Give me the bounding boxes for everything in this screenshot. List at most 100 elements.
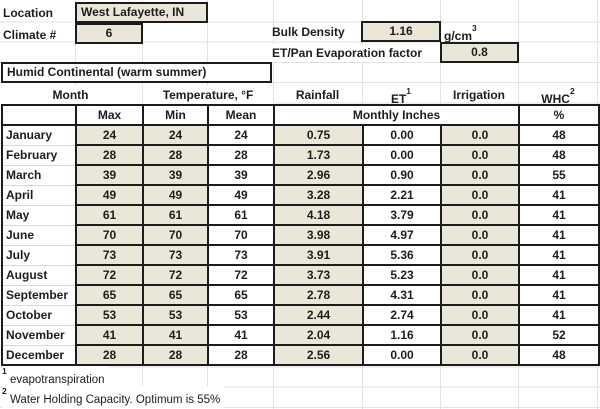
mean-cell[interactable]: 70 bbox=[207, 224, 275, 246]
max-cell[interactable]: 28 bbox=[75, 344, 144, 366]
rainfall-cell[interactable]: 2.96 bbox=[273, 164, 364, 186]
et-cell[interactable]: 0.00 bbox=[362, 344, 442, 366]
max-cell[interactable]: 61 bbox=[75, 204, 144, 226]
min-cell[interactable]: 70 bbox=[142, 224, 209, 246]
irrigation-cell[interactable]: 0.0 bbox=[440, 324, 520, 346]
rainfall-cell[interactable]: 3.73 bbox=[273, 264, 364, 286]
irrigation-cell[interactable]: 0.0 bbox=[440, 304, 520, 326]
min-cell[interactable]: 73 bbox=[142, 244, 209, 266]
whc-cell[interactable]: 41 bbox=[518, 284, 600, 306]
bulk-density-input[interactable]: 1.16 bbox=[361, 21, 441, 42]
min-cell[interactable]: 39 bbox=[142, 164, 209, 186]
max-cell[interactable]: 65 bbox=[75, 284, 144, 306]
whc-cell[interactable]: 41 bbox=[518, 184, 600, 206]
rainfall-cell[interactable]: 2.78 bbox=[273, 284, 364, 306]
mean-cell[interactable]: 65 bbox=[207, 284, 275, 306]
mean-cell[interactable]: 49 bbox=[207, 184, 275, 206]
et-cell[interactable]: 0.00 bbox=[362, 124, 442, 146]
mean-cell[interactable]: 28 bbox=[207, 344, 275, 366]
max-cell[interactable]: 73 bbox=[75, 244, 144, 266]
min-cell[interactable]: 65 bbox=[142, 284, 209, 306]
whc-cell[interactable]: 41 bbox=[518, 264, 600, 286]
et-cell[interactable]: 1.16 bbox=[362, 324, 442, 346]
et-cell[interactable]: 4.31 bbox=[362, 284, 442, 306]
table-row: December 28 28 28 2.56 0.00 0.0 48 bbox=[2, 344, 600, 366]
mean-cell[interactable]: 72 bbox=[207, 264, 275, 286]
mean-cell[interactable]: 28 bbox=[207, 144, 275, 166]
rainfall-cell[interactable]: 1.73 bbox=[273, 144, 364, 166]
rainfall-cell[interactable]: 2.44 bbox=[273, 304, 364, 326]
mean-cell[interactable]: 61 bbox=[207, 204, 275, 226]
et-cell[interactable]: 3.79 bbox=[362, 204, 442, 226]
irrigation-cell[interactable]: 0.0 bbox=[440, 224, 520, 246]
max-cell[interactable]: 49 bbox=[75, 184, 144, 206]
rainfall-cell[interactable]: 3.91 bbox=[273, 244, 364, 266]
table-row: October 53 53 53 2.44 2.74 0.0 41 bbox=[2, 304, 600, 326]
month-label: August bbox=[2, 264, 77, 286]
et-cell[interactable]: 5.36 bbox=[362, 244, 442, 266]
rainfall-cell[interactable]: 3.28 bbox=[273, 184, 364, 206]
table-row: July 73 73 73 3.91 5.36 0.0 41 bbox=[2, 244, 600, 266]
rainfall-cell[interactable]: 3.98 bbox=[273, 224, 364, 246]
min-cell[interactable]: 61 bbox=[142, 204, 209, 226]
max-cell[interactable]: 28 bbox=[75, 144, 144, 166]
irrigation-cell[interactable]: 0.0 bbox=[440, 204, 520, 226]
climate-number-input[interactable]: 6 bbox=[75, 23, 143, 44]
max-cell[interactable]: 72 bbox=[75, 264, 144, 286]
max-cell[interactable]: 24 bbox=[75, 124, 144, 146]
max-cell[interactable]: 53 bbox=[75, 304, 144, 326]
rainfall-cell[interactable]: 2.04 bbox=[273, 324, 364, 346]
whc-cell[interactable]: 48 bbox=[518, 124, 600, 146]
irrigation-cell[interactable]: 0.0 bbox=[440, 184, 520, 206]
whc-cell[interactable]: 41 bbox=[518, 304, 600, 326]
whc-column-header: WHC2 bbox=[518, 86, 598, 108]
whc-cell[interactable]: 55 bbox=[518, 164, 600, 186]
min-cell[interactable]: 28 bbox=[142, 144, 209, 166]
irrigation-cell[interactable]: 0.0 bbox=[440, 144, 520, 166]
mean-cell[interactable]: 73 bbox=[207, 244, 275, 266]
unit-superscript: 3 bbox=[472, 23, 477, 33]
min-cell[interactable]: 41 bbox=[142, 324, 209, 346]
min-cell[interactable]: 49 bbox=[142, 184, 209, 206]
location-label: Location bbox=[3, 6, 53, 20]
max-cell[interactable]: 41 bbox=[75, 324, 144, 346]
et-pan-factor-input[interactable]: 0.8 bbox=[440, 42, 519, 63]
irrigation-cell[interactable]: 0.0 bbox=[440, 164, 520, 186]
et-cell[interactable]: 4.97 bbox=[362, 224, 442, 246]
min-cell[interactable]: 24 bbox=[142, 124, 209, 146]
location-input[interactable]: West Lafayette, IN bbox=[75, 2, 208, 23]
et-cell[interactable]: 0.00 bbox=[362, 144, 442, 166]
mean-cell[interactable]: 24 bbox=[207, 124, 275, 146]
max-cell[interactable]: 39 bbox=[75, 164, 144, 186]
mean-cell[interactable]: 39 bbox=[207, 164, 275, 186]
rainfall-cell[interactable]: 0.75 bbox=[273, 124, 364, 146]
irrigation-cell[interactable]: 0.0 bbox=[440, 124, 520, 146]
irrigation-cell[interactable]: 0.0 bbox=[440, 264, 520, 286]
rainfall-cell[interactable]: 2.56 bbox=[273, 344, 364, 366]
min-cell[interactable]: 53 bbox=[142, 304, 209, 326]
mean-cell[interactable]: 41 bbox=[207, 324, 275, 346]
whc-cell[interactable]: 41 bbox=[518, 204, 600, 226]
min-cell[interactable]: 28 bbox=[142, 344, 209, 366]
et-cell[interactable]: 0.90 bbox=[362, 164, 442, 186]
min-cell[interactable]: 72 bbox=[142, 264, 209, 286]
whc-cell[interactable]: 52 bbox=[518, 324, 600, 346]
et-cell[interactable]: 2.74 bbox=[362, 304, 442, 326]
rainfall-cell[interactable]: 4.18 bbox=[273, 204, 364, 226]
et-cell[interactable]: 2.21 bbox=[362, 184, 442, 206]
footnote-superscript: 1 bbox=[2, 366, 7, 376]
et-cell[interactable]: 5.23 bbox=[362, 264, 442, 286]
whc-cell[interactable]: 41 bbox=[518, 244, 600, 266]
bulk-density-unit: g/cm3 bbox=[444, 23, 477, 45]
irrigation-cell[interactable]: 0.0 bbox=[440, 284, 520, 306]
max-cell[interactable]: 70 bbox=[75, 224, 144, 246]
whc-cell[interactable]: 48 bbox=[518, 344, 600, 366]
irrigation-cell[interactable]: 0.0 bbox=[440, 244, 520, 266]
mean-cell[interactable]: 53 bbox=[207, 304, 275, 326]
whc-cell[interactable]: 48 bbox=[518, 144, 600, 166]
footnote-superscript: 2 bbox=[2, 386, 7, 396]
whc-cell[interactable]: 41 bbox=[518, 224, 600, 246]
whc-header-superscript: 2 bbox=[569, 86, 575, 96]
irrigation-cell[interactable]: 0.0 bbox=[440, 344, 520, 366]
month-label: April bbox=[2, 184, 77, 206]
